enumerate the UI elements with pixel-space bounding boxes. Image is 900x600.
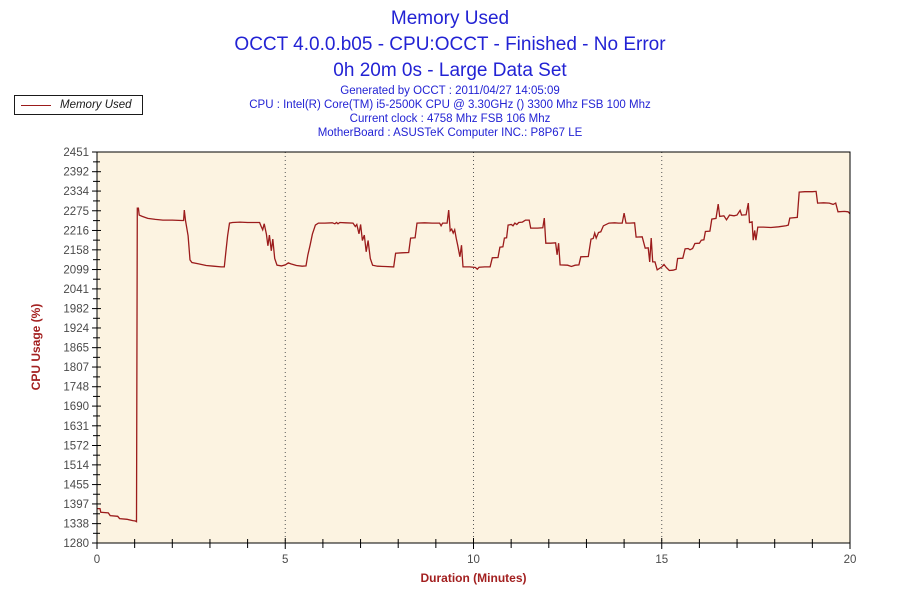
chart-subtitle-duration: 0h 20m 0s - Large Data Set bbox=[333, 60, 567, 81]
y-tick-label: 1690 bbox=[63, 401, 89, 413]
y-tick-label: 2216 bbox=[63, 225, 89, 237]
x-tick-label: 20 bbox=[844, 554, 857, 566]
x-tick-label: 0 bbox=[94, 554, 100, 566]
y-tick-label: 1865 bbox=[63, 343, 89, 355]
y-tick-label: 1807 bbox=[63, 362, 89, 374]
y-tick-label: 2099 bbox=[63, 265, 89, 277]
y-tick-label: 1924 bbox=[63, 323, 89, 335]
y-tick-label: 1455 bbox=[63, 480, 89, 492]
y-tick-label: 1514 bbox=[63, 460, 89, 472]
legend-line-sample bbox=[21, 104, 51, 106]
y-tick-label: 1748 bbox=[63, 382, 89, 394]
chart-header: Memory Used OCCT 4.0.0.b05 - CPU:OCCT - … bbox=[0, 6, 900, 140]
memory-used-series bbox=[97, 190, 851, 523]
legend-label: Memory Used bbox=[60, 99, 132, 111]
y-tick-label: 2334 bbox=[63, 186, 89, 198]
y-tick-label: 2158 bbox=[63, 245, 89, 257]
x-tick-label: 10 bbox=[467, 554, 480, 566]
chart-subtitle-test: OCCT 4.0.0.b05 - CPU:OCCT - Finished - N… bbox=[234, 34, 666, 55]
info-current-clock: Current clock : 4758 Mhz FSB 106 Mhz bbox=[349, 113, 551, 125]
x-axis-title: Duration (Minutes) bbox=[420, 571, 527, 585]
x-tick-label: 15 bbox=[655, 554, 668, 566]
legend-box: Memory Used bbox=[14, 95, 143, 115]
y-tick-label: 2451 bbox=[63, 147, 89, 159]
y-tick-label: 2041 bbox=[63, 284, 89, 296]
y-tick-label: 1280 bbox=[63, 538, 89, 550]
chart-title: Memory Used bbox=[390, 8, 510, 29]
y-tick-label: 1397 bbox=[63, 499, 89, 511]
y-tick-label: 1982 bbox=[63, 304, 89, 316]
info-cpu: CPU : Intel(R) Core(TM) i5-2500K CPU @ 3… bbox=[249, 99, 651, 111]
info-generated-by: Generated by OCCT : 2011/04/27 14:05:09 bbox=[340, 85, 560, 97]
y-tick-label: 2275 bbox=[63, 206, 89, 218]
y-tick-label: 1572 bbox=[63, 441, 89, 453]
x-tick-label: 5 bbox=[282, 554, 288, 566]
y-tick-label: 1631 bbox=[63, 421, 89, 433]
y-tick-label: 2392 bbox=[63, 167, 89, 179]
y-tick-label: 1338 bbox=[63, 519, 89, 531]
info-motherboard: MotherBoard : ASUSTeK Computer INC.: P8P… bbox=[317, 127, 583, 139]
